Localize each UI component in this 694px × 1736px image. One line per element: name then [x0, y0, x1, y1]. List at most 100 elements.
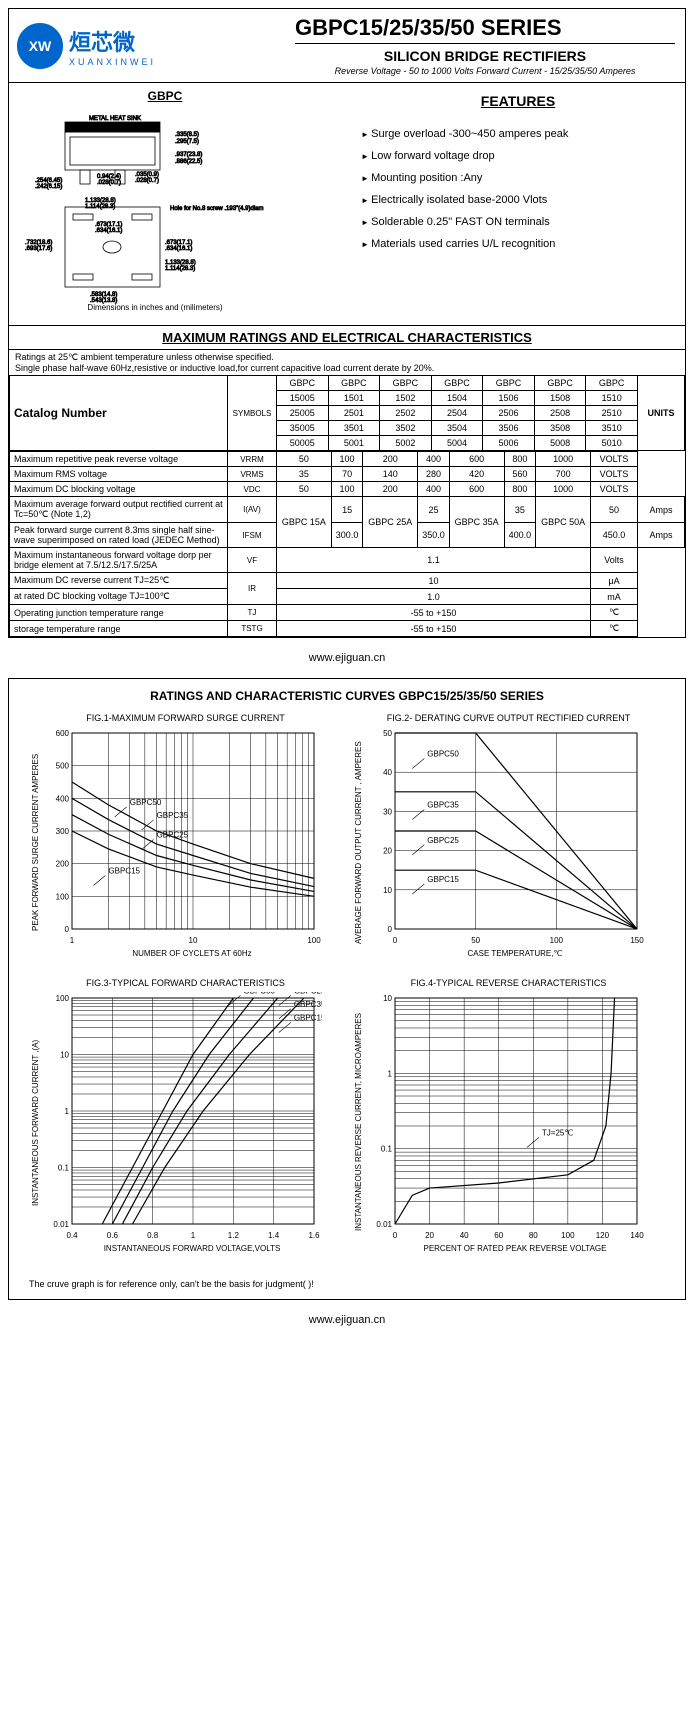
svg-text:.634(16.1): .634(16.1) [165, 246, 192, 252]
svg-text:120: 120 [596, 1231, 610, 1240]
fig2-chart: FIG.2- DERATING CURVE OUTPUT RECTIFIED C… [352, 713, 665, 958]
svg-text:1.2: 1.2 [228, 1231, 240, 1240]
spec-line: Reverse Voltage - 50 to 1000 Volts Forwa… [295, 66, 675, 76]
svg-text:10: 10 [189, 936, 198, 945]
svg-text:.634(16.1): .634(16.1) [95, 228, 122, 234]
svg-text:0.01: 0.01 [53, 1220, 69, 1229]
svg-text:0: 0 [388, 925, 393, 934]
svg-text:100: 100 [561, 1231, 575, 1240]
diagram-features-row: GBPC METAL HEAT SINK .335(8.5) .295(7.5)… [9, 83, 685, 326]
fig1-title: FIG.1-MAXIMUM FORWARD SURGE CURRENT [29, 713, 342, 723]
fig4-chart: FIG.4-TYPICAL REVERSE CHARACTERISTICS IN… [352, 978, 665, 1253]
svg-text:100: 100 [550, 936, 564, 945]
package-drawing: METAL HEAT SINK .335(8.5) .295(7.5) .937… [15, 107, 295, 317]
features-list: Surge overload -300~450 amperes peak Low… [361, 123, 675, 255]
specs-table-body: Maximum repetitive peak reverse voltageV… [9, 451, 685, 637]
svg-text:.693(17.6): .693(17.6) [25, 246, 52, 252]
product-subtitle: SILICON BRIDGE RECTIFIERS [295, 48, 675, 64]
fig3-xlabel: INSTANTANEOUS FORWARD VOLTAGE,VOLTS [42, 1244, 342, 1253]
svg-text:Hole for No.8 screw .193"(4.9): Hole for No.8 screw .193"(4.9)diam [170, 206, 264, 212]
svg-text:0: 0 [65, 925, 70, 934]
svg-text:GBPC50: GBPC50 [243, 992, 275, 996]
logo-english: XUANXINWEI [69, 57, 156, 67]
svg-text:TJ=25℃: TJ=25℃ [542, 1128, 573, 1137]
curves-title: RATINGS AND CHARACTERISTIC CURVES GBPC15… [9, 679, 685, 713]
feature-item: Electrically isolated base-2000 Vlots [361, 189, 675, 211]
svg-text:0.1: 0.1 [58, 1164, 70, 1173]
svg-text:1.6: 1.6 [308, 1231, 320, 1240]
svg-text:GBPC15: GBPC15 [294, 1013, 322, 1022]
svg-text:GBPC25: GBPC25 [157, 831, 189, 840]
svg-text:1.114(28.3): 1.114(28.3) [165, 266, 195, 272]
series-title: GBPC15/25/35/50 SERIES [295, 15, 675, 44]
fig1-ylabel: PEAK FORWARD SURGE CURRENT AMPERES [29, 727, 42, 958]
svg-text:500: 500 [56, 762, 70, 771]
feature-item: Mounting position :Any [361, 167, 675, 189]
fig1-xlabel: NUMBER OF CYCLETS AT 60Hz [42, 949, 342, 958]
svg-text:METAL HEAT SINK: METAL HEAT SINK [89, 116, 141, 122]
svg-text:150: 150 [630, 936, 644, 945]
svg-text:0.01: 0.01 [376, 1220, 392, 1229]
svg-text:0: 0 [393, 936, 398, 945]
fig4-title: FIG.4-TYPICAL REVERSE CHARACTERISTICS [352, 978, 665, 988]
header-row: XW 烜芯微 XUANXINWEI GBPC15/25/35/50 SERIES… [9, 9, 685, 83]
svg-text:300: 300 [56, 827, 70, 836]
datasheet-page-1: XW 烜芯微 XUANXINWEI GBPC15/25/35/50 SERIES… [8, 8, 686, 638]
fig2-ylabel: AVERAGE FORWARD OUTPUT CURRENT , AMPERES [352, 727, 365, 958]
svg-text:10: 10 [383, 994, 392, 1003]
features-title: FEATURES [361, 93, 675, 109]
svg-text:0.8: 0.8 [147, 1231, 159, 1240]
svg-text:GBPC50: GBPC50 [130, 798, 162, 807]
svg-text:GBPC15: GBPC15 [108, 866, 140, 875]
svg-text:.242(6.15): .242(6.15) [35, 184, 62, 190]
svg-text:0.4: 0.4 [66, 1231, 78, 1240]
svg-text:50: 50 [383, 729, 392, 738]
package-title: GBPC [15, 89, 315, 103]
svg-text:GBPC25: GBPC25 [427, 836, 459, 845]
ratings-note: Ratings at 25℃ ambient temperature unles… [9, 350, 685, 375]
svg-text:60: 60 [494, 1231, 503, 1240]
datasheet-page-2: RATINGS AND CHARACTERISTIC CURVES GBPC15… [8, 678, 686, 1300]
logo-chinese: 烜芯微 [69, 25, 156, 57]
feature-item: Surge overload -300~450 amperes peak [361, 123, 675, 145]
svg-text:GBPC35: GBPC35 [157, 811, 189, 820]
specs-table: Catalog Number SYMBOLS GBPC GBPC GBPC GB… [9, 375, 685, 451]
fig3-title: FIG.3-TYPICAL FORWARD CHARACTERISTICS [29, 978, 342, 988]
svg-text:GBPC50: GBPC50 [427, 750, 459, 759]
svg-text:20: 20 [383, 847, 392, 856]
svg-text:10: 10 [383, 886, 392, 895]
svg-text:20: 20 [425, 1231, 434, 1240]
svg-text:GBPC25: GBPC25 [294, 992, 322, 996]
fig2-title: FIG.2- DERATING CURVE OUTPUT RECTIFIED C… [352, 713, 665, 723]
fig4-xlabel: PERCENT OF RATED PEAK REVERSE VOLTAGE [365, 1244, 665, 1253]
svg-text:10: 10 [60, 1051, 69, 1060]
svg-text:.295(7.5): .295(7.5) [175, 139, 199, 145]
svg-text:Dimensions in inches and (mili: Dimensions in inches and (milimeters) [87, 303, 222, 312]
svg-text:30: 30 [383, 807, 392, 816]
fig2-xlabel: CASE TEMPERATURE,℃ [365, 949, 665, 958]
feature-item: Materials used carries U/L recognition [361, 233, 675, 255]
svg-text:400: 400 [56, 794, 70, 803]
svg-text:600: 600 [56, 729, 70, 738]
fig3-chart: FIG.3-TYPICAL FORWARD CHARACTERISTICS IN… [29, 978, 342, 1253]
charts-grid: FIG.1-MAXIMUM FORWARD SURGE CURRENT PEAK… [9, 713, 685, 1273]
svg-text:100: 100 [307, 936, 321, 945]
svg-text:140: 140 [630, 1231, 644, 1240]
ratings-note-2: Single phase half-wave 60Hz,resistive or… [15, 363, 434, 373]
units-header: UNITS [638, 376, 685, 451]
svg-text:40: 40 [383, 768, 392, 777]
catalog-number-label: Catalog Number [10, 376, 228, 451]
footer-url: www.ejiguan.cn [0, 646, 694, 670]
svg-text:100: 100 [56, 892, 70, 901]
fig3-ylabel: INSTANTANEOUS FORWARD CURRENT ,(A) [29, 992, 42, 1253]
symbols-header: SYMBOLS [228, 376, 277, 451]
svg-text:200: 200 [56, 860, 70, 869]
svg-text:0.1: 0.1 [381, 1145, 393, 1154]
logo-cell: XW 烜芯微 XUANXINWEI [9, 9, 285, 82]
disclaimer: The cruve graph is for reference only, c… [9, 1273, 685, 1299]
svg-text:0: 0 [393, 1231, 398, 1240]
svg-text:.028(0.7): .028(0.7) [97, 180, 121, 186]
fig1-chart: FIG.1-MAXIMUM FORWARD SURGE CURRENT PEAK… [29, 713, 342, 958]
feature-item: Solderable 0.25" FAST ON terminals [361, 211, 675, 233]
svg-text:1: 1 [388, 1069, 393, 1078]
